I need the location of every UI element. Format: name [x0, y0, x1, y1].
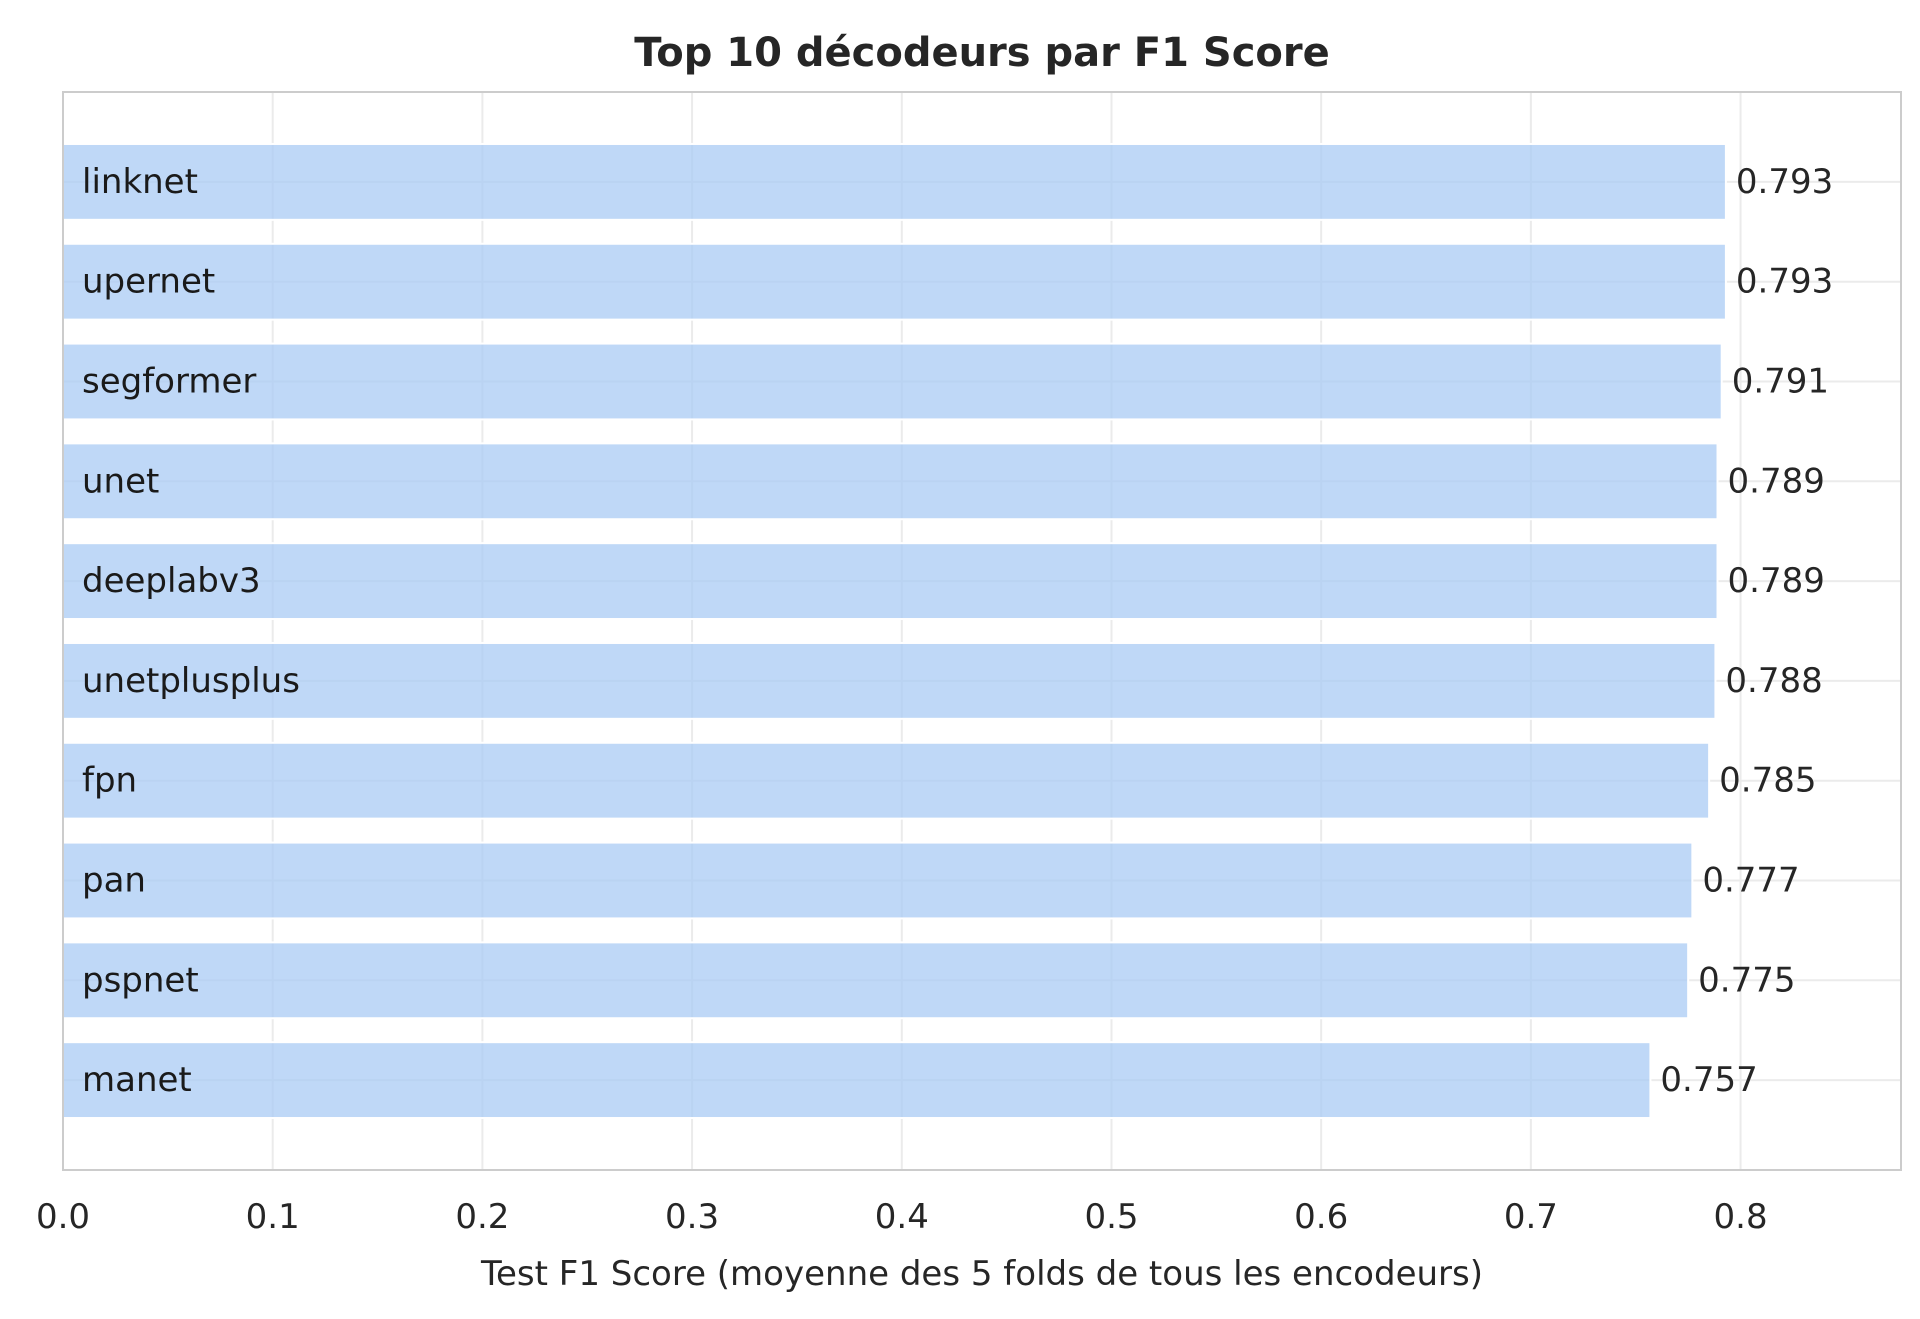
bars: linknet 0.793 upernet 0.793 segformer 0.791 un…	[62, 142, 1833, 1120]
bar-category-label: unet	[82, 461, 159, 501]
bar-category-label: pan	[82, 861, 146, 901]
bar-value-label: 0.777	[1702, 861, 1799, 901]
bar-linknet	[62, 142, 1727, 221]
bar-category-label: manet	[82, 1060, 192, 1100]
x-tick-label: 0.3	[665, 1197, 719, 1237]
bar-value-label: 0.788	[1725, 661, 1822, 701]
bar-deeplabv3	[62, 542, 1719, 621]
bar-category-label: deeplabv3	[82, 561, 261, 601]
bar-unet	[62, 442, 1719, 521]
x-tick-label: 0.7	[1504, 1197, 1558, 1237]
x-tick-label: 0.6	[1294, 1197, 1348, 1237]
x-axis-label: Test F1 Score (moyenne des 5 folds de to…	[480, 1254, 1483, 1294]
x-axis-ticks: 0.0 0.1 0.2 0.3 0.4 0.5 0.6 0.7 0.8	[36, 1197, 1768, 1237]
bar-unetplusplus	[62, 641, 1717, 720]
bar-fpn	[62, 741, 1711, 820]
bar-manet	[62, 1041, 1652, 1120]
x-tick-label: 0.4	[875, 1197, 929, 1237]
bar-pspnet	[62, 941, 1690, 1020]
bar-value-label: 0.789	[1728, 461, 1825, 501]
bar-category-label: linknet	[82, 162, 198, 202]
plot-frame	[62, 91, 1902, 1171]
x-tick-label: 0.5	[1084, 1197, 1138, 1237]
x-tick-label: 0.0	[36, 1197, 90, 1237]
x-tick-label: 0.1	[246, 1197, 300, 1237]
bar-upernet	[62, 242, 1727, 321]
bar-value-label: 0.785	[1719, 761, 1816, 801]
chart-title: Top 10 décodeurs par F1 Score	[634, 30, 1329, 76]
bar-pan	[62, 841, 1694, 920]
bar-value-label: 0.793	[1736, 262, 1833, 302]
bar-value-label: 0.757	[1660, 1060, 1757, 1100]
bar-value-label: 0.791	[1732, 362, 1829, 402]
bar-category-label: segformer	[82, 362, 256, 402]
bar-category-label: upernet	[82, 262, 215, 302]
x-tick-label: 0.8	[1714, 1197, 1768, 1237]
bar-value-label: 0.793	[1736, 162, 1833, 202]
bar-value-label: 0.789	[1728, 561, 1825, 601]
bar-value-label: 0.775	[1698, 960, 1795, 1000]
bar-category-label: unetplusplus	[82, 661, 300, 701]
bar-segformer	[62, 342, 1723, 421]
x-tick-label: 0.2	[455, 1197, 509, 1237]
bar-category-label: fpn	[82, 761, 137, 801]
bar-category-label: pspnet	[82, 960, 199, 1000]
